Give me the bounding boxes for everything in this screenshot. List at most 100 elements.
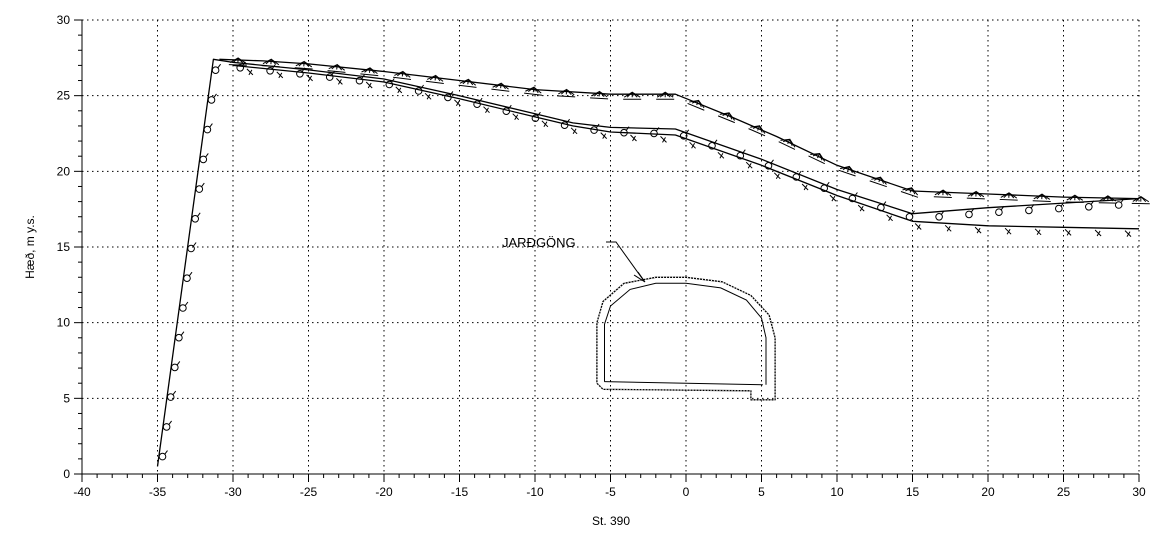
- cross-mark: [276, 71, 284, 79]
- profile-lines: [156, 58, 1140, 467]
- cross-mark: [483, 106, 490, 114]
- circle-tail: [825, 181, 830, 187]
- cross-mark: [570, 127, 578, 135]
- cross-mark: [395, 86, 403, 94]
- circle-symbol: [266, 64, 276, 75]
- circle-mark: [191, 215, 199, 223]
- hatch-symbol: [524, 86, 543, 96]
- circle-tail: [176, 361, 181, 366]
- circle-mark: [162, 423, 171, 431]
- circle-symbol: [590, 123, 600, 134]
- circle-mark: [207, 96, 216, 104]
- lower-layer-line: [232, 64, 1140, 230]
- circle-symbol: [736, 149, 746, 160]
- circle-mark: [414, 87, 423, 95]
- cross-mark: [857, 204, 865, 212]
- circle-symbol: [965, 208, 975, 219]
- circle-symbol: [560, 118, 570, 129]
- circle-mark: [444, 93, 452, 102]
- circle-mark: [935, 213, 943, 221]
- hatch-stroke: [778, 138, 796, 150]
- hatch-stroke: [838, 165, 856, 177]
- circle-symbol: [166, 390, 177, 401]
- circle-symbol: [679, 129, 690, 140]
- cross-mark: [717, 151, 725, 159]
- circle-mark: [179, 304, 187, 312]
- y-axis-label: Hæð, m y.s.: [23, 215, 37, 279]
- circle-tail: [208, 123, 213, 128]
- circle-mark: [502, 107, 511, 115]
- circle-mark: [325, 73, 334, 81]
- hatch-stroke: [491, 82, 510, 92]
- gridlines: [82, 19, 1140, 474]
- cross-symbol: [454, 99, 461, 107]
- circle-symbol: [708, 139, 718, 150]
- cross-symbol: [717, 151, 725, 159]
- circle-symbol: [385, 78, 395, 89]
- circle-tail: [172, 390, 177, 396]
- circle-tail: [655, 127, 660, 132]
- hatch-symbol: [999, 192, 1018, 201]
- circle-symbol: [183, 271, 193, 283]
- y-tick-label: 0: [63, 467, 70, 481]
- circle-symbol: [355, 74, 365, 85]
- circle-symbol: [187, 242, 197, 253]
- circle-symbol: [650, 127, 660, 138]
- hatch-stroke: [425, 74, 444, 84]
- circle-tail: [797, 170, 802, 176]
- x-axis-label: St. 390: [592, 514, 630, 528]
- hatch-stroke: [360, 67, 379, 77]
- hatch-symbol: [557, 88, 576, 98]
- circle-symbol: [199, 153, 209, 164]
- cross-mark: [512, 113, 520, 121]
- circle-tail: [854, 192, 858, 197]
- circle-symbol: [207, 93, 217, 104]
- hatch-symbol: [327, 63, 346, 73]
- cross-symbol: [974, 226, 982, 234]
- circle-tail: [1090, 200, 1095, 206]
- circle-mark: [820, 184, 829, 192]
- circle-tail: [164, 450, 168, 455]
- hatch-symbol: [778, 138, 796, 150]
- hatch-symbol: [900, 187, 919, 198]
- circle-mark: [792, 173, 801, 181]
- circle-tail: [595, 123, 600, 129]
- hatch-stroke: [294, 60, 313, 70]
- circle-symbol: [473, 97, 483, 108]
- hatch-stroke: [687, 99, 705, 111]
- hatch-symbol: [687, 99, 705, 111]
- circle-mark: [355, 76, 364, 85]
- cross-symbol: [829, 194, 837, 202]
- circle-mark: [560, 121, 569, 129]
- circle-mark: [877, 203, 885, 212]
- circle-tail: [301, 67, 306, 73]
- hatch-stroke: [717, 112, 736, 124]
- circle-symbol: [848, 192, 858, 203]
- cross-symbol: [365, 81, 373, 89]
- hatch-symbol: [425, 74, 444, 84]
- circle-tail: [713, 139, 718, 145]
- cross-symbol: [395, 86, 403, 94]
- hatch-stroke: [656, 91, 675, 100]
- circle-mark: [531, 114, 540, 122]
- cross-mark: [630, 134, 637, 142]
- cross-symbol: [336, 78, 343, 85]
- cross-mark: [1004, 227, 1012, 235]
- circle-tail: [507, 104, 512, 110]
- circle-symbol: [171, 361, 181, 372]
- circle-tail: [1000, 205, 1005, 211]
- cross-mark: [454, 99, 461, 107]
- circle-symbol: [162, 420, 173, 431]
- circle-tail: [1120, 198, 1125, 204]
- hatch-symbol: [458, 78, 477, 88]
- hatch-symbol: [360, 67, 379, 77]
- hatch-stroke: [458, 78, 477, 88]
- circle-symbol: [444, 91, 454, 102]
- circle-tail: [271, 64, 276, 70]
- cross-mark: [944, 224, 952, 232]
- hatch-symbol: [1032, 193, 1051, 202]
- circle-symbol: [1114, 198, 1125, 209]
- circle-symbol: [1055, 202, 1065, 213]
- circle-mark: [183, 274, 191, 283]
- circle-tail: [478, 97, 483, 103]
